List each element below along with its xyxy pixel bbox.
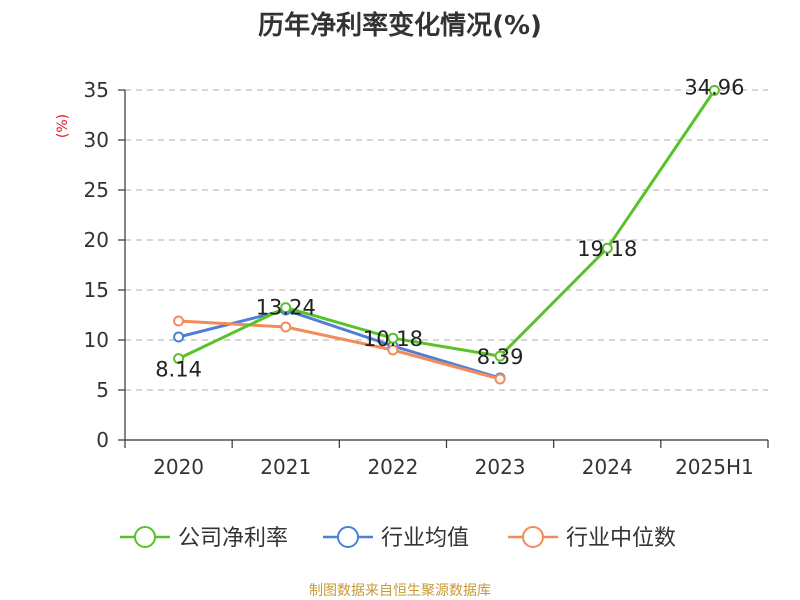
- y-tick-label: 10: [84, 328, 109, 352]
- chart-title: 历年净利率变化情况(%): [258, 10, 542, 41]
- x-tick-label: 2021: [260, 455, 311, 479]
- legend-marker: [337, 526, 359, 548]
- legend-item: 行业中位数: [508, 526, 676, 551]
- legend: 公司净利率 行业均值 行业中位数: [120, 526, 676, 551]
- legend-item: 公司净利率: [120, 526, 288, 551]
- series-point: [494, 373, 506, 385]
- y-tick-label: 35: [84, 78, 109, 102]
- x-tick-label: 2020: [153, 455, 204, 479]
- legend-marker: [134, 526, 156, 548]
- grid-lines: [125, 89, 768, 391]
- data-label: 8.14: [155, 358, 202, 382]
- series-point: [280, 302, 292, 314]
- data-label: 13.24: [256, 296, 316, 320]
- series-point: [601, 242, 613, 254]
- series-line: [177, 319, 502, 381]
- y-tick-label: 20: [84, 228, 109, 252]
- data-label: 8.39: [477, 345, 524, 369]
- y-tick-label: 0: [96, 428, 109, 452]
- axes: [118, 89, 769, 448]
- series-point: [387, 332, 399, 344]
- data-labels: 8.14 13.24 10.18 8.39 19.18 34.96: [155, 75, 744, 381]
- y-tick-label: 25: [84, 178, 109, 202]
- series-point: [173, 331, 185, 343]
- y-tick-label: 15: [84, 278, 109, 302]
- y-tick-label: 30: [84, 128, 109, 152]
- legend-label: 行业均值: [381, 526, 469, 551]
- series-point: [280, 321, 292, 333]
- series-point: [173, 315, 185, 327]
- x-tick-label: 2025H1: [675, 455, 754, 479]
- series-line: [177, 88, 716, 361]
- x-tick-label: 2023: [475, 455, 526, 479]
- y-tick-labels: 0 5 10 15 20 25 30 35: [84, 78, 109, 452]
- y-tick-label: 5: [96, 378, 109, 402]
- data-label: 10.18: [363, 327, 423, 351]
- data-label: 19.18: [577, 237, 637, 261]
- series-layer: [173, 84, 720, 385]
- legend-item: 行业均值: [323, 526, 469, 551]
- y-axis-label: (%): [55, 114, 71, 138]
- legend-label: 公司净利率: [178, 526, 288, 551]
- series-point: [494, 350, 506, 362]
- series-point: [173, 353, 185, 365]
- x-tick-label: 2024: [582, 455, 633, 479]
- data-label: 34.96: [684, 75, 744, 99]
- legend-marker: [522, 526, 544, 548]
- series-point: [708, 84, 720, 96]
- source-note: 制图数据来自恒生聚源数据库: [309, 583, 491, 599]
- series-line: [177, 308, 502, 380]
- x-tick-labels: 2020 2021 2022 2023 2024 2025H1: [153, 455, 754, 479]
- legend-label: 行业中位数: [566, 526, 676, 551]
- x-tick-label: 2022: [367, 455, 418, 479]
- series-point: [387, 344, 399, 356]
